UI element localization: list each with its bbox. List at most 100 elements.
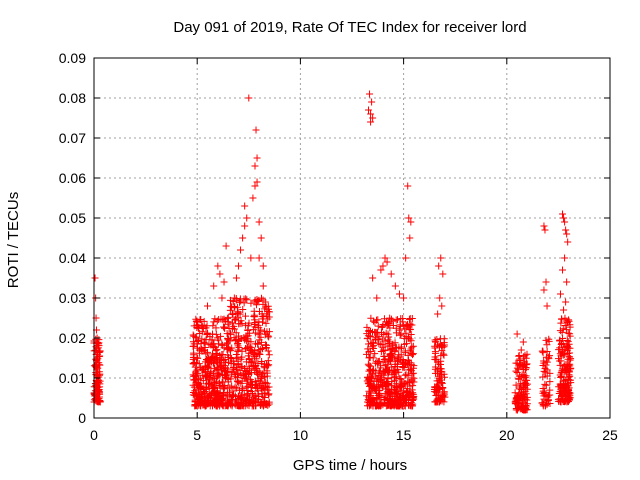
data-point xyxy=(371,318,379,326)
data-points xyxy=(90,90,575,414)
data-point xyxy=(431,369,439,377)
data-point xyxy=(245,342,253,350)
data-point xyxy=(395,402,403,410)
data-point xyxy=(376,367,384,375)
data-point xyxy=(543,302,551,310)
data-point xyxy=(399,356,407,364)
data-point xyxy=(242,345,250,353)
data-point xyxy=(440,389,448,397)
data-point xyxy=(439,350,447,358)
data-point xyxy=(379,262,387,270)
data-point xyxy=(96,352,104,360)
data-point xyxy=(215,396,223,404)
data-point xyxy=(566,323,574,331)
data-point xyxy=(230,294,238,302)
data-point xyxy=(435,375,443,383)
data-point xyxy=(522,361,530,369)
data-point xyxy=(258,390,266,398)
data-point xyxy=(395,368,403,376)
data-point xyxy=(264,391,272,399)
data-point xyxy=(365,327,373,335)
data-point xyxy=(561,314,569,322)
data-point xyxy=(251,402,259,410)
data-point xyxy=(264,332,272,340)
data-point xyxy=(243,376,251,384)
data-point xyxy=(546,378,554,386)
data-point xyxy=(377,364,385,372)
data-point xyxy=(562,342,570,350)
data-point xyxy=(512,359,520,367)
data-point xyxy=(558,348,566,356)
data-point xyxy=(539,361,547,369)
data-point xyxy=(225,353,233,361)
data-point xyxy=(565,368,573,376)
data-point xyxy=(192,392,200,400)
data-point xyxy=(204,302,212,310)
data-point xyxy=(375,381,383,389)
data-point xyxy=(400,363,408,371)
data-point xyxy=(516,355,524,363)
data-point xyxy=(396,331,404,339)
data-point xyxy=(237,355,245,363)
data-point xyxy=(259,282,267,290)
data-point xyxy=(256,401,264,409)
data-point xyxy=(542,353,550,361)
data-point xyxy=(219,316,227,324)
data-point xyxy=(521,395,529,403)
data-point xyxy=(251,340,259,348)
data-point xyxy=(401,349,409,357)
data-point xyxy=(261,298,269,306)
data-point xyxy=(265,333,273,341)
data-point xyxy=(224,313,232,321)
data-point xyxy=(399,399,407,407)
data-point xyxy=(512,367,520,375)
data-point xyxy=(409,369,417,377)
data-point xyxy=(260,360,268,368)
data-point xyxy=(239,372,247,380)
data-point xyxy=(408,397,416,405)
data-point xyxy=(440,341,448,349)
data-point xyxy=(407,331,415,339)
data-point xyxy=(253,178,261,186)
data-point xyxy=(380,330,388,338)
data-point xyxy=(249,326,257,334)
data-point xyxy=(436,294,444,302)
data-point xyxy=(543,372,551,380)
data-point xyxy=(440,351,448,359)
data-point xyxy=(566,372,574,380)
data-point xyxy=(229,387,237,395)
data-point xyxy=(221,323,229,331)
data-point xyxy=(380,352,388,360)
data-point xyxy=(226,329,234,337)
data-point xyxy=(213,334,221,342)
data-point xyxy=(202,396,210,404)
data-point xyxy=(228,303,236,311)
data-point xyxy=(520,366,528,374)
data-point xyxy=(408,351,416,359)
data-point xyxy=(560,362,568,370)
data-point xyxy=(239,234,247,242)
data-point xyxy=(244,379,252,387)
data-point xyxy=(369,344,377,352)
data-point xyxy=(559,210,567,218)
y-tick-label: 0.02 xyxy=(59,330,86,346)
data-point xyxy=(512,381,520,389)
x-tick-label: 10 xyxy=(293,427,309,443)
data-point xyxy=(374,375,382,383)
data-point xyxy=(245,355,253,363)
data-point xyxy=(363,323,371,331)
data-point xyxy=(262,400,270,408)
data-point xyxy=(385,333,393,341)
data-point xyxy=(440,335,448,343)
data-point xyxy=(541,226,549,234)
data-point xyxy=(381,337,389,345)
data-point xyxy=(405,326,413,334)
data-point xyxy=(218,366,226,374)
data-point xyxy=(409,342,417,350)
data-point xyxy=(564,375,572,383)
data-point xyxy=(385,401,393,409)
data-point xyxy=(234,262,242,270)
data-point xyxy=(193,318,201,326)
data-point xyxy=(402,254,410,262)
chart-title: Day 091 of 2019, Rate Of TEC Index for r… xyxy=(173,19,526,36)
